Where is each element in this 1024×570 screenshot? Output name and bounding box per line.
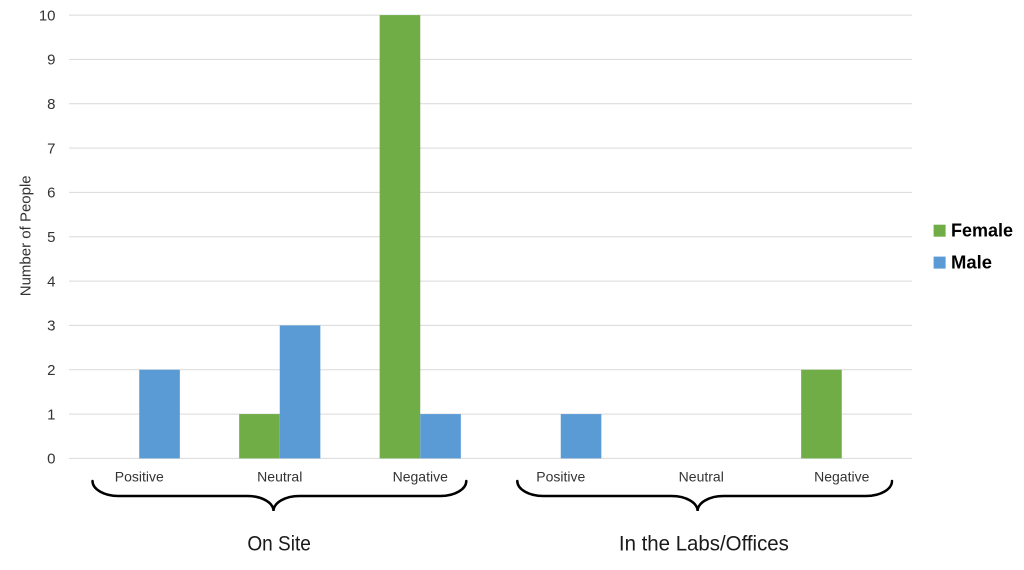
svg-text:Neutral: Neutral [679,468,724,484]
svg-text:10: 10 [39,7,56,24]
svg-text:4: 4 [47,273,55,290]
svg-text:On Site: On Site [247,533,311,556]
svg-text:9: 9 [47,52,55,69]
svg-text:Positive: Positive [115,468,164,484]
svg-text:3: 3 [47,318,55,335]
svg-text:Female: Female [951,221,1013,241]
svg-text:5: 5 [47,229,55,246]
svg-text:7: 7 [47,140,55,157]
svg-text:Negative: Negative [393,468,448,484]
svg-text:6: 6 [47,185,55,202]
svg-text:Number of People: Number of People [18,175,35,296]
svg-text:8: 8 [47,96,55,113]
svg-text:Neutral: Neutral [257,468,302,484]
svg-text:2: 2 [47,362,55,379]
svg-text:Negative: Negative [814,468,869,484]
svg-text:In the Labs/Offices: In the Labs/Offices [619,533,789,556]
svg-text:0: 0 [47,451,55,468]
svg-text:1: 1 [47,406,55,423]
svg-text:Positive: Positive [536,468,585,484]
svg-text:Male: Male [951,252,992,272]
